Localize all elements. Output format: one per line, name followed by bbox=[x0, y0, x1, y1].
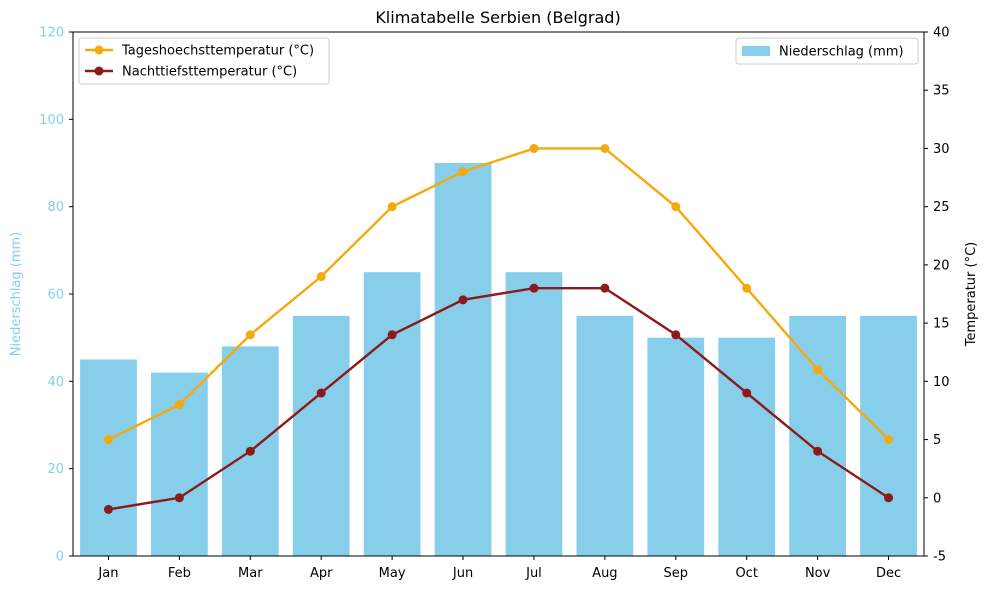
max-temp-point bbox=[458, 167, 468, 177]
y-right-tick-label: 40 bbox=[933, 26, 950, 41]
y-left-axis: 0 20 40 60 80 100 120 bbox=[39, 26, 73, 565]
precip-bar bbox=[718, 337, 776, 556]
legend-bars-label: Niederschlag (mm) bbox=[779, 45, 904, 60]
legend-bars-swatch bbox=[742, 46, 770, 56]
precip-bar bbox=[505, 272, 563, 556]
y-left-tick-label: 80 bbox=[47, 200, 64, 215]
y-left-axis-label: Niederschlag (mm) bbox=[9, 232, 24, 357]
min-temp-point bbox=[813, 446, 823, 456]
precip-bar bbox=[576, 315, 634, 556]
y-left-tick-label: 0 bbox=[56, 550, 64, 565]
legend-bars: Niederschlag (mm) bbox=[735, 37, 919, 65]
y-right-tick-label: -5 bbox=[933, 550, 946, 565]
y-right-tick-label: 15 bbox=[933, 317, 950, 332]
x-tick-label: Apr bbox=[310, 566, 333, 581]
y-left-tick-label: 120 bbox=[39, 26, 64, 41]
max-temp-point bbox=[387, 202, 397, 212]
y-left-tick-label: 40 bbox=[47, 375, 64, 390]
min-temp-point bbox=[600, 283, 610, 293]
x-tick-label: Dec bbox=[876, 566, 901, 581]
precip-bar bbox=[292, 315, 350, 556]
x-tick-label: Feb bbox=[168, 566, 191, 581]
legend-lines-box bbox=[78, 37, 330, 85]
x-tick-label: Aug bbox=[592, 566, 617, 581]
precip-bar bbox=[363, 272, 421, 556]
min-temp-point bbox=[742, 388, 752, 398]
max-temp-point bbox=[316, 272, 326, 282]
x-tick-label: Jun bbox=[452, 566, 473, 581]
max-temp-point bbox=[671, 202, 681, 212]
bars-layer bbox=[80, 163, 917, 556]
y-right-tick-label: 25 bbox=[933, 200, 950, 215]
min-temp-point bbox=[387, 330, 397, 340]
min-temp-point bbox=[103, 504, 113, 514]
max-temp-point bbox=[884, 435, 894, 445]
min-temp-point bbox=[671, 330, 681, 340]
legend-line-label: Nachttiefsttemperatur (°C) bbox=[122, 65, 297, 80]
min-temp-point bbox=[458, 295, 468, 305]
max-temp-point bbox=[742, 283, 752, 293]
x-tick-label: Nov bbox=[805, 566, 831, 581]
min-temp-point bbox=[529, 283, 539, 293]
legend-lines: Tageshoechsttemperatur (°C) Nachttiefstte… bbox=[78, 37, 330, 85]
y-right-tick-label: 35 bbox=[933, 84, 950, 99]
max-temp-point bbox=[245, 330, 255, 340]
min-temp-point bbox=[245, 446, 255, 456]
max-temp-point bbox=[600, 143, 610, 153]
min-temp-point bbox=[884, 493, 894, 503]
x-tick-label: Sep bbox=[664, 566, 689, 581]
max-temp-point bbox=[529, 143, 539, 153]
max-temp-point bbox=[103, 435, 113, 445]
max-temp-point bbox=[174, 400, 184, 410]
y-right-axis: -5 0 5 10 15 20 25 30 35 40 bbox=[924, 26, 950, 565]
min-temp-point bbox=[316, 388, 326, 398]
max-temp-point bbox=[813, 365, 823, 375]
y-right-tick-label: 20 bbox=[933, 258, 950, 273]
min-temp-point bbox=[174, 493, 184, 503]
legend-line-label: Tageshoechsttemperatur (°C) bbox=[121, 44, 314, 59]
y-right-tick-label: 5 bbox=[933, 433, 941, 448]
x-tick-label: Oct bbox=[735, 566, 757, 581]
max-temp-line bbox=[107, 147, 890, 441]
x-tick-label: Mar bbox=[238, 566, 263, 581]
y-left-tick-label: 20 bbox=[47, 462, 64, 477]
x-tick-label: Jul bbox=[525, 566, 542, 581]
precip-bar bbox=[151, 372, 208, 556]
legend-line-marker bbox=[94, 45, 104, 55]
y-right-tick-label: 0 bbox=[933, 491, 941, 506]
y-left-tick-label: 100 bbox=[39, 113, 64, 128]
legend-bars-box bbox=[735, 37, 919, 65]
min-temp-line bbox=[108, 286, 890, 511]
precip-bar bbox=[647, 337, 705, 556]
x-tick-label: Jan bbox=[97, 566, 118, 581]
y-left-tick-label: 60 bbox=[47, 288, 64, 303]
y-right-tick-label: 10 bbox=[933, 375, 950, 390]
lines-layer bbox=[103, 143, 894, 514]
y-right-axis-label: Temperatur (°C) bbox=[964, 242, 979, 348]
x-axis: Jan Feb Mar Apr May Jun Jul Aug Sep Oct Nov Dec bbox=[97, 556, 901, 581]
precip-bar bbox=[434, 163, 492, 556]
legend-line-marker bbox=[94, 66, 104, 76]
y-right-tick-label: 30 bbox=[933, 142, 950, 157]
chart-title: Klimatabelle Serbien (Belgrad) bbox=[375, 8, 620, 27]
precip-bar bbox=[80, 359, 137, 556]
x-tick-label: May bbox=[379, 566, 406, 581]
